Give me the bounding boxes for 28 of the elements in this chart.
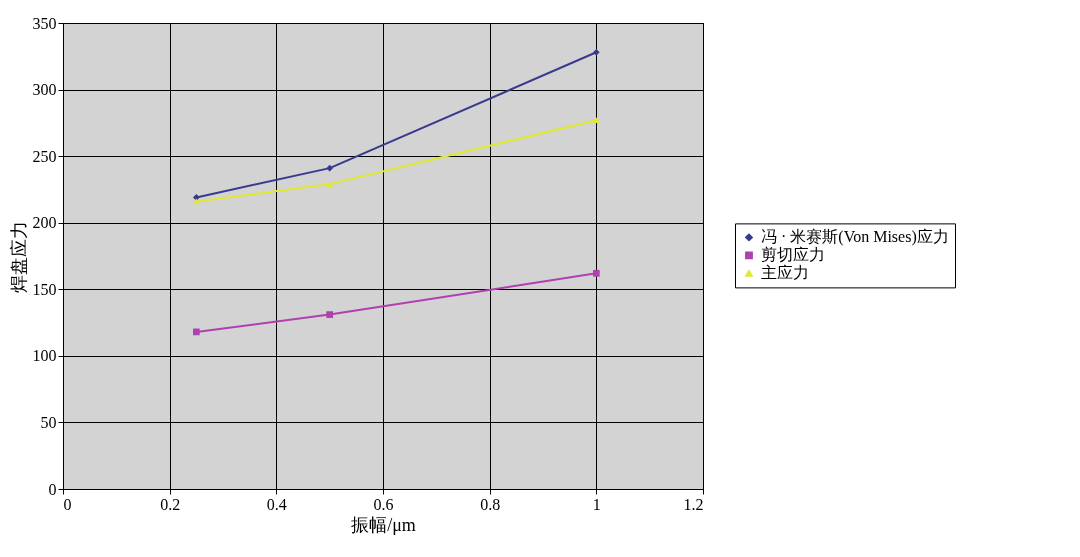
point [192, 328, 200, 336]
point [192, 194, 200, 201]
legend-label: 剪切应力 [761, 246, 825, 264]
x-tick-label: 1 [592, 495, 601, 513]
legend-label: 冯 · 米赛斯(Von Mises)应力 [761, 228, 949, 247]
x-tick-label: 0.6 [373, 495, 394, 513]
x-tick-label: 0.2 [160, 495, 181, 513]
y-axis-title: 焊盘应力 [8, 220, 29, 293]
y-tick-label: 300 [32, 81, 57, 99]
y-tick-label: 250 [32, 147, 57, 165]
x-tick-label: 0 [63, 495, 72, 513]
y-tick-label: 150 [32, 280, 57, 298]
y-tick-label: 100 [32, 347, 57, 365]
point [326, 181, 334, 188]
x-tick-label: 0.4 [266, 495, 287, 513]
y-tick-label: 200 [32, 214, 57, 232]
point [326, 311, 334, 318]
x-tick-label: 0.8 [480, 495, 501, 513]
point [326, 164, 334, 172]
x-tick-label: 1.2 [683, 495, 704, 513]
y-tick-label: 0 [48, 480, 57, 498]
point [592, 269, 600, 277]
x-axis-title: 振幅/μm [351, 514, 416, 535]
point [592, 117, 600, 124]
y-tick-label: 50 [40, 413, 57, 431]
y-tick-label: 350 [32, 14, 57, 32]
point [592, 48, 600, 56]
legend-label: 主应力 [761, 264, 809, 282]
